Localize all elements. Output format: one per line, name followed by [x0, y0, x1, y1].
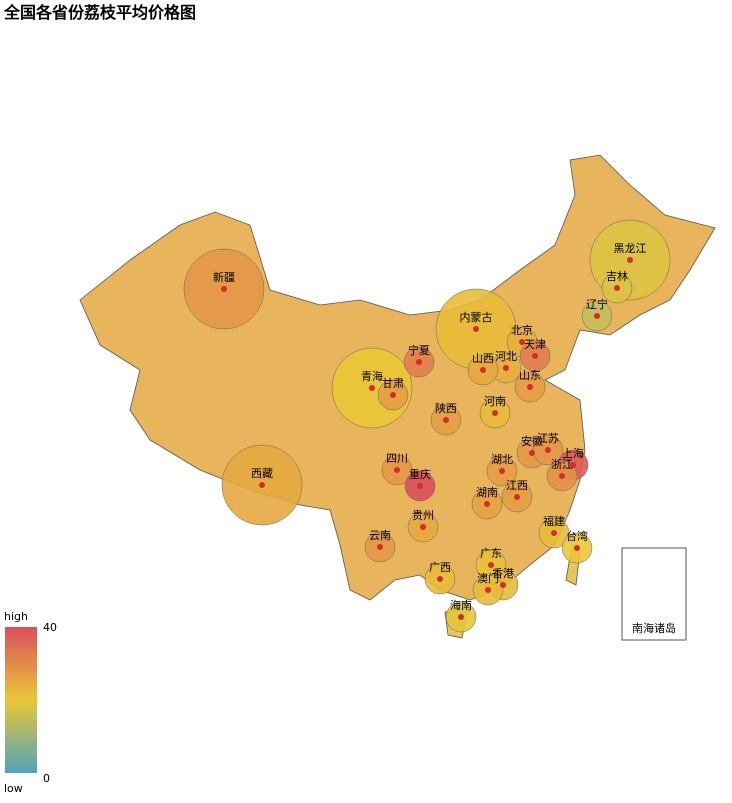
- region-label: 广东: [480, 547, 502, 560]
- region-label: 云南: [369, 529, 391, 542]
- region-label: 安徽: [521, 434, 543, 448]
- region-label: 海南: [450, 598, 472, 612]
- visual-map-high: high: [4, 610, 28, 623]
- region-dot: [545, 447, 551, 453]
- region-label: 河北: [495, 350, 517, 363]
- region-dot: [570, 462, 576, 468]
- inset-box: [621, 547, 687, 641]
- region-dot: [259, 482, 265, 488]
- region-dot: [574, 545, 580, 551]
- region-dot: [390, 392, 396, 398]
- region-dot: [614, 285, 620, 291]
- region-label: 山东: [519, 369, 541, 382]
- region-dot: [492, 410, 498, 416]
- region-dot: [551, 530, 557, 536]
- region-label: 澳门: [477, 571, 499, 585]
- region-label: 黑龙江: [614, 242, 647, 255]
- region-label: 吉林: [606, 269, 628, 283]
- map-title: 全国各省份荔枝平均价格图: [3, 3, 196, 22]
- region-label: 山西: [472, 352, 494, 365]
- inset-label: 南海诸岛: [632, 621, 676, 635]
- region-dot: [417, 483, 423, 489]
- region-label: 内蒙古: [460, 310, 493, 324]
- region-dot: [529, 450, 535, 456]
- region-dot: [503, 365, 509, 371]
- region-dot: [488, 562, 494, 568]
- region-dot: [369, 385, 375, 391]
- region-label: 青海: [361, 369, 383, 383]
- region-dot: [559, 473, 565, 479]
- region-dot: [480, 367, 486, 373]
- region-dot: [485, 587, 491, 593]
- region-label: 辽宁: [586, 297, 608, 311]
- region-label: 北京: [511, 323, 533, 337]
- region-label: 新疆: [213, 270, 235, 284]
- region-label: 天津: [524, 338, 546, 351]
- region-label: 福建: [543, 514, 565, 528]
- region-dot: [500, 582, 506, 588]
- region-label: 甘肃: [382, 377, 404, 390]
- region-dot: [519, 339, 525, 345]
- region-dot: [443, 417, 449, 423]
- region-label: 陕西: [435, 401, 457, 415]
- visual-map-max: 40: [43, 621, 57, 634]
- region-dot: [473, 326, 479, 332]
- region-dot: [532, 353, 538, 359]
- region-label: 四川: [386, 452, 408, 465]
- region-dot: [484, 501, 490, 507]
- region-label: 江苏: [537, 432, 559, 445]
- region-dot: [458, 614, 464, 620]
- region-label: 广西: [429, 561, 451, 574]
- region-dot: [416, 359, 422, 365]
- region-label: 河南: [484, 395, 506, 408]
- region-dot: [594, 313, 600, 319]
- region-dot: [394, 467, 400, 473]
- region-dot: [627, 257, 633, 263]
- region-dot: [527, 384, 533, 390]
- region-label: 湖北: [491, 453, 513, 466]
- region-label: 西藏: [251, 467, 273, 480]
- visual-map-bar: [5, 627, 37, 773]
- region-dot: [221, 286, 227, 292]
- visual-map-min: 0: [43, 772, 50, 785]
- region-dot: [377, 544, 383, 550]
- region-dot: [514, 494, 520, 500]
- region-label: 香港: [492, 567, 514, 580]
- region-dot: [437, 576, 443, 582]
- region-label: 宁夏: [408, 343, 430, 357]
- region-dot: [499, 468, 505, 474]
- region-label: 浙江: [551, 458, 573, 471]
- region-label: 上海: [562, 446, 584, 460]
- region-label: 台湾: [566, 529, 588, 543]
- region-label: 江西: [506, 479, 528, 492]
- region-label: 贵州: [412, 509, 434, 522]
- region-label: 湖南: [476, 486, 498, 499]
- region-dot: [420, 524, 426, 530]
- region-label: 重庆: [409, 467, 431, 481]
- visual-map-low: low: [4, 782, 23, 795]
